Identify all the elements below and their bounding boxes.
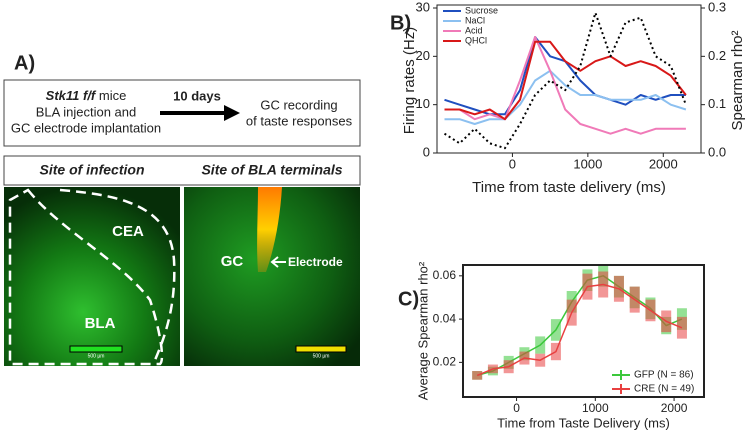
header-box bbox=[3, 155, 361, 186]
protocol-line: GC electrode implantation bbox=[11, 120, 161, 135]
scale-bar bbox=[295, 345, 347, 353]
y-axis-label: Firing rates (Hz) bbox=[401, 27, 418, 135]
y-tick-label: 30 bbox=[416, 0, 430, 14]
y2-tick-label: 0.0 bbox=[708, 144, 726, 159]
plot-frame bbox=[462, 264, 705, 398]
region-label: CEA bbox=[112, 223, 144, 240]
protocol-line: Stk11 f/f mice bbox=[46, 88, 127, 103]
series-line bbox=[476, 283, 683, 377]
y-tick-label: 0.06 bbox=[433, 268, 457, 282]
region-outline bbox=[59, 188, 176, 361]
x-axis-label: Time from Taste Delivery (ms) bbox=[497, 415, 670, 430]
legend-label: QHCl bbox=[465, 35, 487, 45]
region-label: GC bbox=[221, 253, 244, 270]
series-line bbox=[444, 69, 687, 125]
panel-label: B) bbox=[390, 12, 411, 34]
y2-tick-label: 0.1 bbox=[708, 96, 726, 111]
scale-bar bbox=[69, 345, 123, 353]
y-tick-label: 0.02 bbox=[433, 355, 457, 369]
y2-tick-label: 0.3 bbox=[708, 0, 726, 14]
series-line bbox=[444, 40, 687, 121]
image-header: Site of infection bbox=[40, 162, 145, 178]
interval: 10 days bbox=[173, 88, 221, 103]
strain-suffix: mice bbox=[99, 88, 126, 103]
y2-axis-label: Spearman rho² bbox=[729, 30, 746, 130]
panel-label: A) bbox=[14, 52, 35, 74]
y-tick-label: 0 bbox=[423, 144, 430, 159]
region-label: Electrode bbox=[288, 255, 343, 269]
pointer bbox=[270, 256, 279, 268]
protocol-line: of taste responses bbox=[246, 113, 353, 128]
x-tick-label: 2000 bbox=[649, 156, 678, 171]
plot-frame bbox=[436, 4, 702, 154]
scale-bar-label: 500 µm bbox=[313, 353, 330, 359]
region-label: BLA bbox=[85, 315, 116, 332]
protocol-line: BLA injection and bbox=[36, 104, 136, 119]
series-line bbox=[443, 11, 687, 150]
arrow-head bbox=[224, 105, 240, 121]
x-tick-label: 2000 bbox=[661, 401, 688, 415]
series-line bbox=[444, 36, 686, 116]
x-tick-label: 1000 bbox=[573, 156, 602, 171]
region-outline bbox=[8, 188, 164, 366]
x-axis-label: Time from taste delivery (ms) bbox=[472, 179, 666, 196]
x-tick-label: 0 bbox=[513, 401, 520, 415]
strain: Stk11 f/f bbox=[46, 88, 97, 103]
scale-bar-label: 500 µm bbox=[88, 353, 105, 359]
electrode-track bbox=[257, 187, 282, 272]
y2-tick-label: 0.2 bbox=[708, 48, 726, 63]
series-line bbox=[444, 36, 686, 135]
micrograph bbox=[4, 187, 180, 366]
y-tick-label: 0.04 bbox=[433, 311, 457, 325]
image-header: Site of BLA terminals bbox=[201, 162, 342, 178]
legend-label: GFP (N = 86) bbox=[634, 370, 694, 381]
y-axis-label: Average Spearman rho² bbox=[415, 261, 430, 400]
legend-label: Acid bbox=[465, 25, 483, 35]
x-tick-label: 0 bbox=[509, 156, 516, 171]
y-tick-label: 20 bbox=[416, 48, 430, 63]
x-tick-label: 1000 bbox=[582, 401, 609, 415]
y-tick-label: 10 bbox=[416, 96, 430, 111]
legend-label: CRE (N = 49) bbox=[634, 384, 694, 395]
panel-label: C) bbox=[398, 288, 419, 310]
protocol-line: GC recording bbox=[260, 97, 337, 112]
legend-label: Sucrose bbox=[465, 5, 498, 15]
legend-label: NaCl bbox=[465, 15, 485, 25]
